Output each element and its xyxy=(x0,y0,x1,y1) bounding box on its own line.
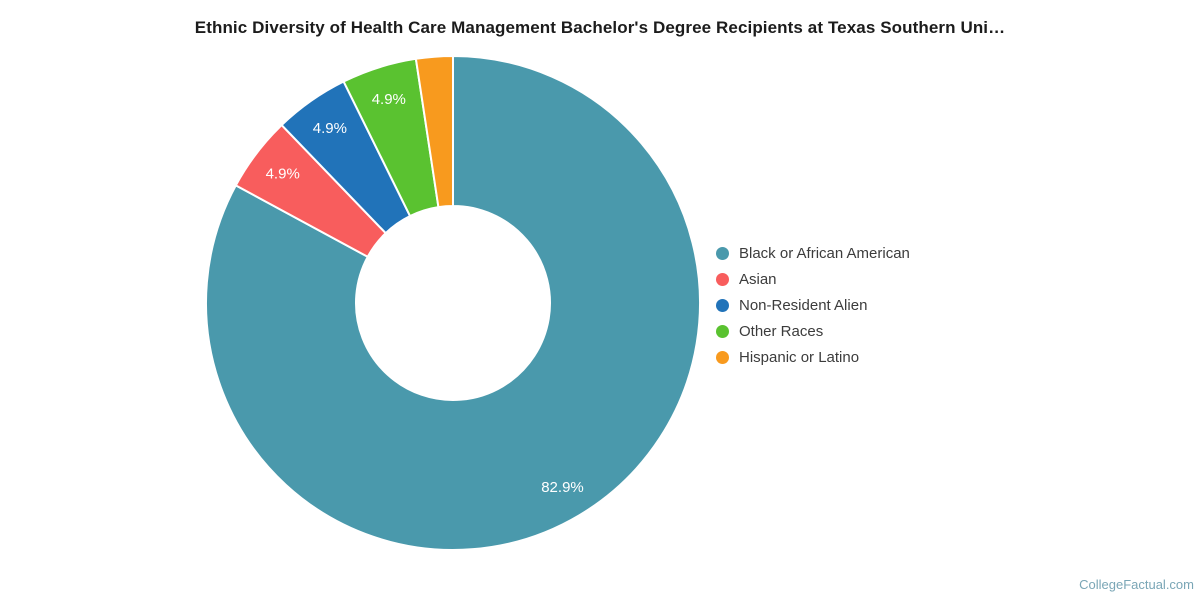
slice-label-black-or-african-american: 82.9% xyxy=(541,479,584,496)
legend: Black or African American Asian Non-Reside… xyxy=(716,240,910,370)
legend-item-hispanic-or-latino[interactable]: Hispanic or Latino xyxy=(716,344,910,370)
watermark-text: CollegeFactual.com xyxy=(1079,577,1194,592)
pie-slice-black-or-african-american[interactable] xyxy=(205,55,701,551)
legend-label: Asian xyxy=(739,270,777,288)
legend-item-other-races[interactable]: Other Races xyxy=(716,318,910,344)
legend-label: Non-Resident Alien xyxy=(739,296,868,314)
legend-marker-icon xyxy=(716,350,729,364)
legend-marker-icon xyxy=(716,324,729,338)
legend-item-asian[interactable]: Asian xyxy=(716,266,910,292)
legend-label: Other Races xyxy=(739,322,824,340)
donut-slice-labels: 82.9% 4.9% 4.9% 4.9% xyxy=(266,91,584,496)
slice-label-other-races: 4.9% xyxy=(372,91,406,108)
chart-title: Ethnic Diversity of Health Care Manageme… xyxy=(194,18,1006,37)
legend-marker-icon xyxy=(716,298,729,312)
pie-slice-hispanic-or-latino[interactable] xyxy=(414,54,454,209)
slice-label-asian: 4.9% xyxy=(266,165,300,182)
donut-slices xyxy=(205,54,701,551)
legend-item-non-resident-alien[interactable]: Non-Resident Alien xyxy=(716,292,910,318)
legend-label: Black or African American xyxy=(739,244,910,262)
slice-label-non-resident-alien: 4.9% xyxy=(313,120,347,137)
legend-item-black-or-african-american[interactable]: Black or African American xyxy=(716,240,910,266)
legend-label: Hispanic or Latino xyxy=(739,348,860,366)
legend-marker-icon xyxy=(716,272,729,286)
legend-marker-icon xyxy=(716,246,729,260)
